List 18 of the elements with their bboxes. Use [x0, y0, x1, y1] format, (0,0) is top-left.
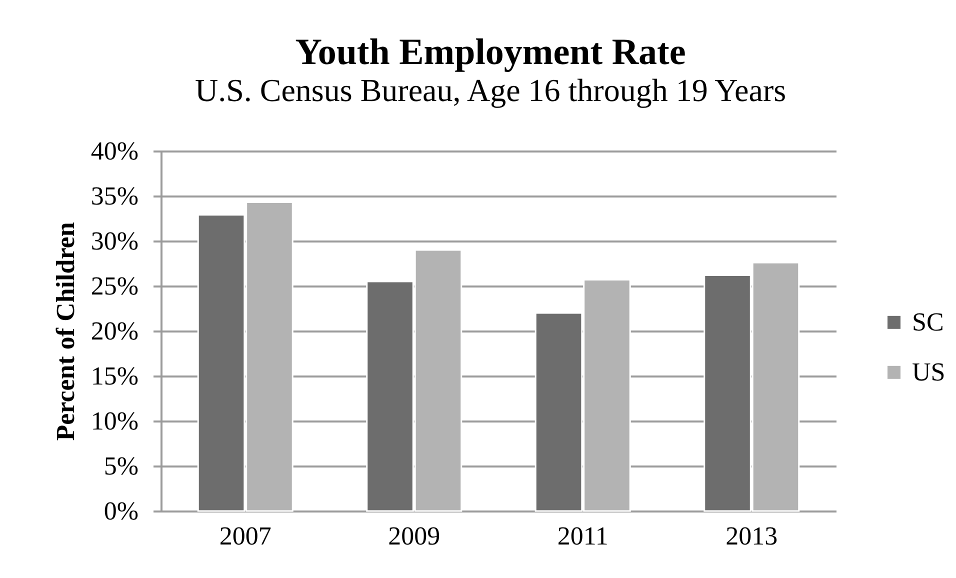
y-tick-label: 30% — [90, 226, 138, 256]
legend-label: US — [912, 357, 946, 386]
y-tick-label: 20% — [90, 316, 138, 346]
x-tick-label: 2011 — [557, 522, 608, 550]
y-tick-label: 35% — [90, 182, 138, 210]
y-axis-title: Percent of Children — [50, 222, 80, 441]
x-tick-label: 2007 — [219, 522, 272, 550]
y-tick-label: 5% — [104, 452, 138, 480]
x-tick-label: 2013 — [726, 522, 778, 550]
chart-subtitle: U.S. Census Bureau, Age 16 through 19 Years — [194, 72, 786, 108]
y-tick-label: 40% — [90, 136, 138, 166]
chart-title: Youth Employment Rate — [295, 32, 686, 73]
y-tick-label: 25% — [90, 272, 138, 300]
x-tick-label: 2009 — [388, 522, 440, 550]
y-tick-label: 10% — [90, 406, 138, 436]
legend-label: SC — [912, 307, 944, 336]
y-tick-label: 0% — [104, 496, 138, 526]
y-tick-label: 15% — [90, 362, 138, 390]
